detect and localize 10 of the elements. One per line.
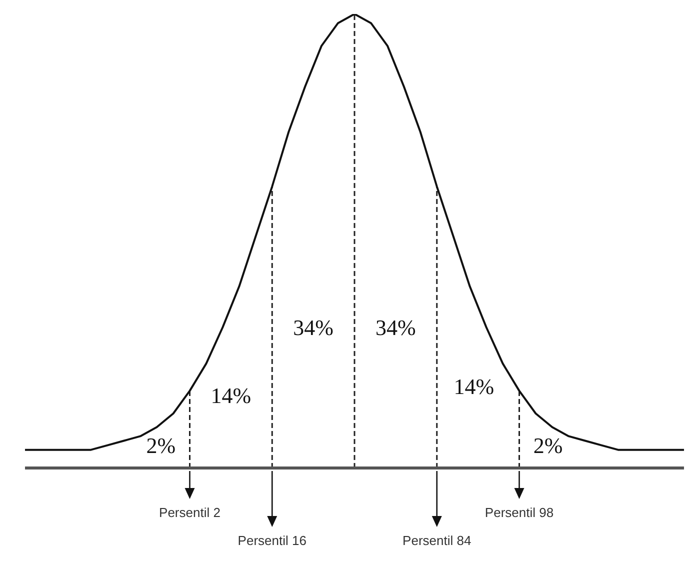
annotation: 14% xyxy=(454,374,494,399)
text: Persentil 16 xyxy=(238,533,306,548)
text: Persentil 84 xyxy=(402,533,472,548)
annotation: 34% xyxy=(376,314,416,340)
annotation: 14% xyxy=(210,382,252,408)
annotation: 34% xyxy=(293,314,334,340)
annotation: 2% xyxy=(533,432,563,458)
text: Persentil 98 xyxy=(484,505,554,520)
text: Persentil 2 xyxy=(159,505,220,520)
annotation: 2% xyxy=(146,432,176,458)
